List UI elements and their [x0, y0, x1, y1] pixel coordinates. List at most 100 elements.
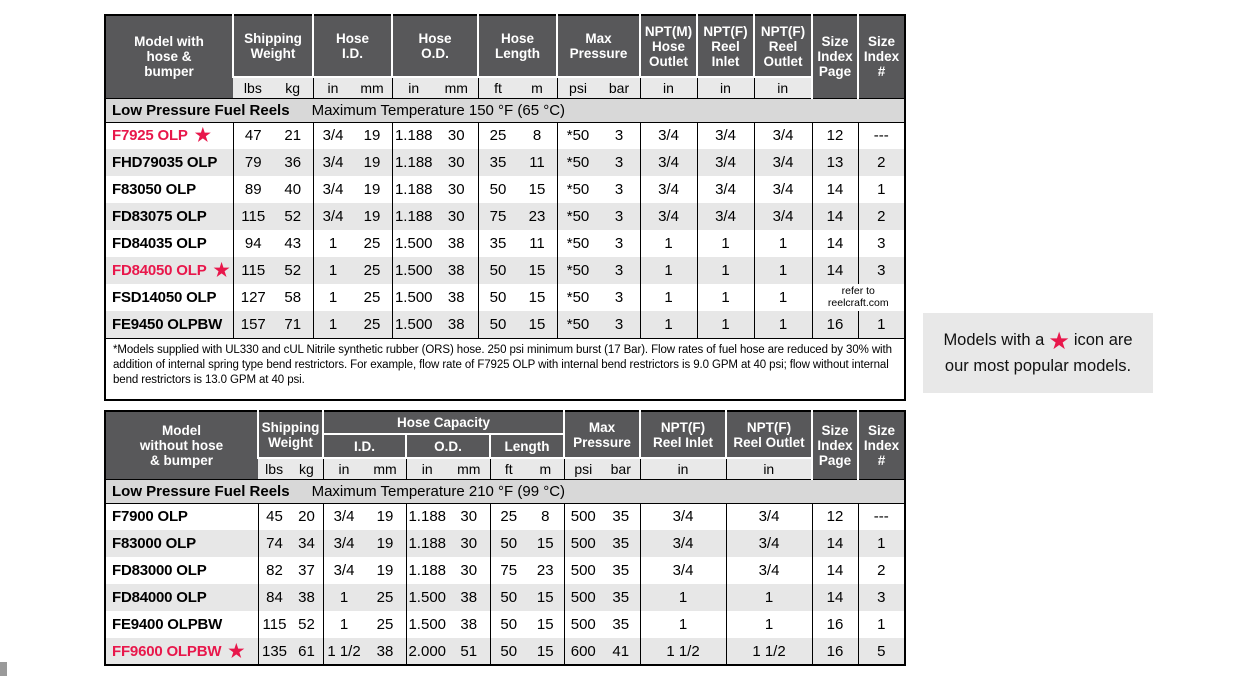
col-header-shipping-weight: Shipping Weight: [232, 15, 313, 78]
table-with-hose: Model with hose & bumper Shipping Weight…: [104, 14, 906, 401]
data-value: 3: [614, 127, 624, 145]
data-cell: 14: [811, 230, 858, 257]
data-cell: 14: [811, 584, 859, 611]
col-header-max-pressure: Max Pressure: [556, 15, 640, 78]
model-label: F7900 OLP: [112, 508, 188, 526]
model-name: FE9400 OLPBW: [105, 611, 258, 638]
data-value: 8: [541, 508, 550, 526]
data-value: *50: [566, 154, 590, 171]
data-cell: 3/4: [696, 122, 754, 149]
col-header-npt-f-reel-outlet: NPT(F) Reel Outlet: [725, 411, 813, 459]
data-cell: 12: [811, 503, 859, 530]
data-value: 15: [528, 289, 546, 306]
data-value: 1.500: [394, 315, 433, 333]
col-header-npt-f-reel-outlet: NPT(F) Reel Outlet: [753, 15, 812, 78]
table-row: FD83000 OLP 82 37 3/4 19 1.188 30 75 23 500 35 3/4 3…: [105, 557, 906, 584]
col-header-size-index-page: Size Index Page: [811, 15, 858, 98]
data-value: 43: [284, 235, 302, 252]
section-title: Low Pressure Fuel Reels: [112, 482, 290, 500]
data-cell: 1: [857, 611, 906, 638]
data-cell: 3/4 19: [312, 203, 392, 230]
table-row: F7900 OLP 45 20 3/4 19 1.188 30 25 8 500 35 3/4 3/4 1…: [105, 503, 906, 530]
data-value: 15: [536, 589, 554, 606]
star-icon: ★: [228, 640, 245, 661]
data-value: 38: [460, 616, 478, 633]
data-cell: 1 25: [322, 611, 406, 638]
data-value: 1: [328, 315, 338, 333]
data-cell: 35 11: [477, 230, 557, 257]
data-value: 38: [447, 289, 465, 306]
data-cell: *50 3: [556, 284, 640, 311]
units-npt-f-reel-inlet: in: [696, 77, 754, 98]
units-npt-f-reel-inlet: in: [639, 458, 727, 479]
col-header-npt-f-reel-inlet: NPT(F) Reel Inlet: [696, 15, 754, 78]
data-cell: 1 25: [312, 230, 392, 257]
table-without-hose: Model without hose & bumper Shipping Wei…: [104, 410, 907, 666]
data-cell: 50 15: [489, 584, 565, 611]
table-row: F7925 OLP ★ 47 21 3/4 19 1.188 30 25 8 *50 3 3/4 3/4 3…: [105, 122, 905, 149]
data-cell: 1.500 38: [405, 611, 490, 638]
data-cell: 45 20: [257, 503, 323, 530]
data-value: 15: [536, 642, 554, 660]
data-cell: 157 71: [232, 311, 313, 338]
data-cell: 115 52: [232, 203, 313, 230]
table-row: FSD14050 OLP 127 58 1 25 1.500 38 50 15 *50 3 1 1 1 re…: [105, 284, 905, 311]
data-cell: 5: [857, 638, 906, 665]
data-value: 34: [298, 535, 315, 552]
data-value: 19: [363, 154, 381, 171]
data-cell: 1: [857, 176, 905, 203]
note-line-2: our most popular models.: [944, 357, 1132, 375]
data-cell: 3/4 19: [322, 503, 406, 530]
data-cell: 1: [639, 611, 727, 638]
data-cell: 3/4: [639, 503, 727, 530]
data-cell: 3/4 19: [322, 557, 406, 584]
data-cell: 1: [696, 230, 754, 257]
data-value: 35: [612, 508, 630, 526]
data-cell: 1: [753, 257, 812, 284]
star-icon: ★: [213, 260, 230, 280]
model-label: FD84035 OLP: [112, 235, 207, 252]
model-name: F83000 OLP: [105, 530, 258, 557]
data-value: 35: [489, 235, 507, 252]
data-cell: 1.500 38: [391, 257, 478, 284]
data-value: 71: [284, 315, 302, 333]
model-name: F83050 OLP: [105, 176, 233, 203]
data-cell: 1 25: [312, 257, 392, 284]
col-header-hose-capacity: Hose Capacity: [321, 411, 565, 434]
table-row: F83050 OLP 89 40 3/4 19 1.188 30 50 15 *50 3 3/4 3/4…: [105, 176, 905, 203]
note-text-before: Models with a: [943, 331, 1045, 349]
units-npt-f-reel-outlet: in: [753, 77, 812, 98]
data-cell: *50 3: [556, 149, 640, 176]
data-cell: 94 43: [232, 230, 313, 257]
data-cell: *50 3: [556, 122, 640, 149]
data-value: 600: [570, 642, 596, 660]
data-cell: 75 23: [489, 557, 565, 584]
data-value: 21: [284, 127, 302, 145]
section-title: Low Pressure Fuel Reels: [112, 101, 290, 119]
col-header-size-index-num: Size Index #: [857, 411, 906, 479]
data-value: *50: [566, 315, 590, 333]
data-cell: 1 25: [322, 584, 406, 611]
data-value: 35: [612, 589, 630, 606]
note-line-1: Models with a ★ icon are: [923, 327, 1153, 354]
data-cell: 50 15: [477, 176, 557, 203]
data-cell: 3/4: [639, 203, 697, 230]
col-header-model: Model with hose & bumper: [105, 15, 233, 98]
data-cell: 3/4: [753, 203, 812, 230]
data-cell: 50 15: [489, 611, 565, 638]
model-name: FD83075 OLP: [105, 203, 233, 230]
data-value: 50: [500, 589, 518, 606]
data-cell: 3/4: [753, 122, 812, 149]
data-value: 61: [298, 642, 315, 660]
data-value: 38: [447, 315, 465, 333]
data-cell: *50 3: [556, 230, 640, 257]
data-value: 19: [363, 208, 381, 225]
data-cell: 1.188 30: [391, 203, 478, 230]
data-value: 1.188: [408, 508, 447, 526]
data-cell: 14: [811, 203, 858, 230]
data-cell: 82 37: [257, 557, 323, 584]
col-header-npt-m-hose-outlet: NPT(M) Hose Outlet: [639, 15, 697, 78]
refer-note: refer to reelcraft.com: [811, 284, 905, 311]
col-header-length: Length: [488, 433, 565, 459]
data-value: 157: [240, 315, 266, 333]
